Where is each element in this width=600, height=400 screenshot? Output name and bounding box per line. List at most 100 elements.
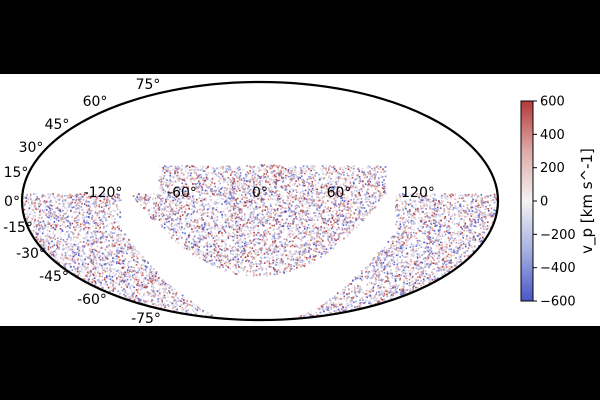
velocity-point (335, 186, 338, 189)
velocity-point (50, 214, 53, 216)
velocity-point (247, 218, 250, 221)
velocity-point (179, 176, 181, 179)
velocity-point (271, 268, 273, 270)
velocity-point (216, 194, 218, 197)
velocity-point (294, 171, 297, 173)
velocity-point (233, 188, 236, 190)
velocity-point (327, 190, 329, 192)
velocity-point (104, 231, 106, 234)
velocity-point (282, 178, 285, 181)
velocity-point (145, 195, 147, 197)
velocity-point (85, 214, 87, 217)
velocity-point (193, 182, 196, 185)
velocity-point (206, 251, 209, 253)
velocity-point (373, 256, 376, 259)
velocity-point (33, 210, 35, 212)
velocity-point (275, 220, 278, 222)
velocity-point (143, 302, 146, 304)
velocity-point (68, 235, 70, 238)
velocity-point (129, 287, 132, 290)
velocity-point (231, 235, 234, 238)
velocity-point (404, 272, 407, 275)
velocity-point (248, 243, 250, 246)
velocity-point (328, 309, 330, 311)
velocity-point (66, 208, 68, 210)
velocity-point (275, 258, 278, 261)
velocity-point (109, 206, 111, 209)
velocity-point (97, 271, 99, 274)
velocity-point (283, 256, 285, 259)
velocity-point (259, 273, 261, 275)
velocity-point (297, 182, 300, 185)
velocity-point (46, 209, 48, 211)
velocity-point (67, 249, 69, 251)
velocity-point (114, 210, 117, 213)
velocity-point (127, 241, 129, 243)
velocity-point (201, 224, 203, 226)
velocity-point (226, 207, 228, 210)
velocity-point (83, 221, 86, 224)
velocity-point (177, 194, 179, 196)
velocity-point (255, 254, 258, 256)
velocity-point (192, 197, 194, 199)
velocity-point (229, 245, 231, 247)
velocity-point (35, 221, 38, 224)
velocity-point (374, 188, 377, 190)
velocity-point (324, 209, 327, 212)
velocity-point (307, 198, 309, 201)
velocity-point (118, 251, 120, 253)
velocity-point (345, 292, 347, 295)
velocity-point (320, 256, 322, 258)
velocity-point (266, 256, 269, 259)
velocity-point (223, 171, 225, 173)
velocity-point (114, 285, 117, 288)
velocity-point (156, 208, 158, 211)
velocity-point (329, 299, 332, 302)
velocity-point (388, 282, 391, 284)
velocity-point (441, 250, 443, 252)
velocity-point (368, 290, 371, 293)
velocity-point (399, 199, 402, 202)
velocity-point (444, 235, 446, 237)
velocity-point (319, 210, 321, 212)
velocity-point (432, 193, 435, 195)
velocity-point (87, 222, 89, 224)
velocity-point (64, 233, 66, 235)
velocity-point (278, 173, 280, 176)
velocity-point (464, 200, 467, 203)
velocity-point (159, 287, 161, 290)
velocity-point (300, 216, 303, 219)
velocity-point (238, 271, 240, 274)
velocity-point (219, 211, 221, 214)
velocity-point (448, 255, 450, 258)
velocity-point (316, 240, 319, 243)
velocity-point (38, 216, 41, 219)
velocity-point (307, 243, 309, 246)
velocity-point (52, 231, 55, 233)
velocity-point (111, 242, 113, 245)
velocity-point (205, 253, 207, 255)
velocity-point (148, 276, 151, 278)
velocity-point (292, 259, 295, 262)
velocity-point (269, 227, 272, 229)
velocity-point (313, 219, 316, 221)
velocity-point (255, 256, 257, 258)
velocity-point (168, 287, 171, 289)
velocity-point (357, 285, 359, 287)
velocity-point (157, 206, 159, 208)
velocity-point (367, 184, 369, 187)
velocity-point (265, 272, 268, 274)
velocity-point (59, 232, 62, 234)
velocity-point (272, 228, 275, 231)
velocity-point (443, 250, 446, 252)
velocity-point (390, 255, 393, 257)
velocity-point (240, 197, 242, 199)
velocity-point (175, 240, 177, 242)
velocity-point (479, 233, 481, 236)
velocity-point (419, 201, 422, 204)
velocity-point (212, 193, 214, 195)
velocity-point (244, 225, 247, 228)
velocity-point (163, 223, 166, 225)
velocity-point (257, 238, 260, 240)
velocity-point (476, 196, 479, 198)
